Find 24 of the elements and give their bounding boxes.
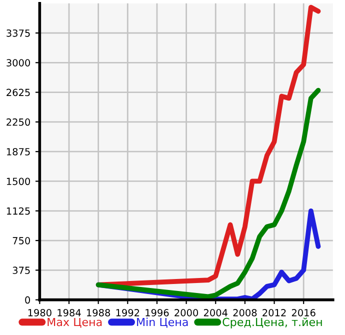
y-tick-label: 0 xyxy=(25,296,30,304)
legend-label: Min Цена xyxy=(137,318,188,328)
y-tick-label: 3000 xyxy=(6,59,30,66)
y-tick-label: 1875 xyxy=(6,148,30,156)
x-tick-label: 1980 xyxy=(28,309,52,316)
legend-label: Max Цена xyxy=(48,318,102,328)
y-tick-label: 750 xyxy=(12,237,30,244)
x-tick-label: 2012 xyxy=(262,309,286,316)
x-tick-label: 2004 xyxy=(204,309,228,316)
legend-label: Сред.Цена, т.йен xyxy=(222,318,322,328)
x-tick-label: 1996 xyxy=(146,309,169,316)
y-tick-label: 1500 xyxy=(6,178,30,186)
y-tick-label: 3375 xyxy=(6,29,30,37)
y-tick-label: 375 xyxy=(12,266,30,274)
x-tick-label: 1988 xyxy=(87,309,110,316)
y-tick-label: 2250 xyxy=(6,118,30,126)
y-tick-label: 2625 xyxy=(6,88,30,96)
line-series xyxy=(96,88,321,300)
x-tick-label: 2016 xyxy=(292,309,316,316)
x-tick-label: 1992 xyxy=(116,309,140,316)
x-tick-label: 1984 xyxy=(58,309,81,316)
y-tick-label: 1125 xyxy=(6,207,30,215)
x-tick-label: 2000 xyxy=(174,309,198,316)
x-tick-label: 2008 xyxy=(233,309,257,316)
